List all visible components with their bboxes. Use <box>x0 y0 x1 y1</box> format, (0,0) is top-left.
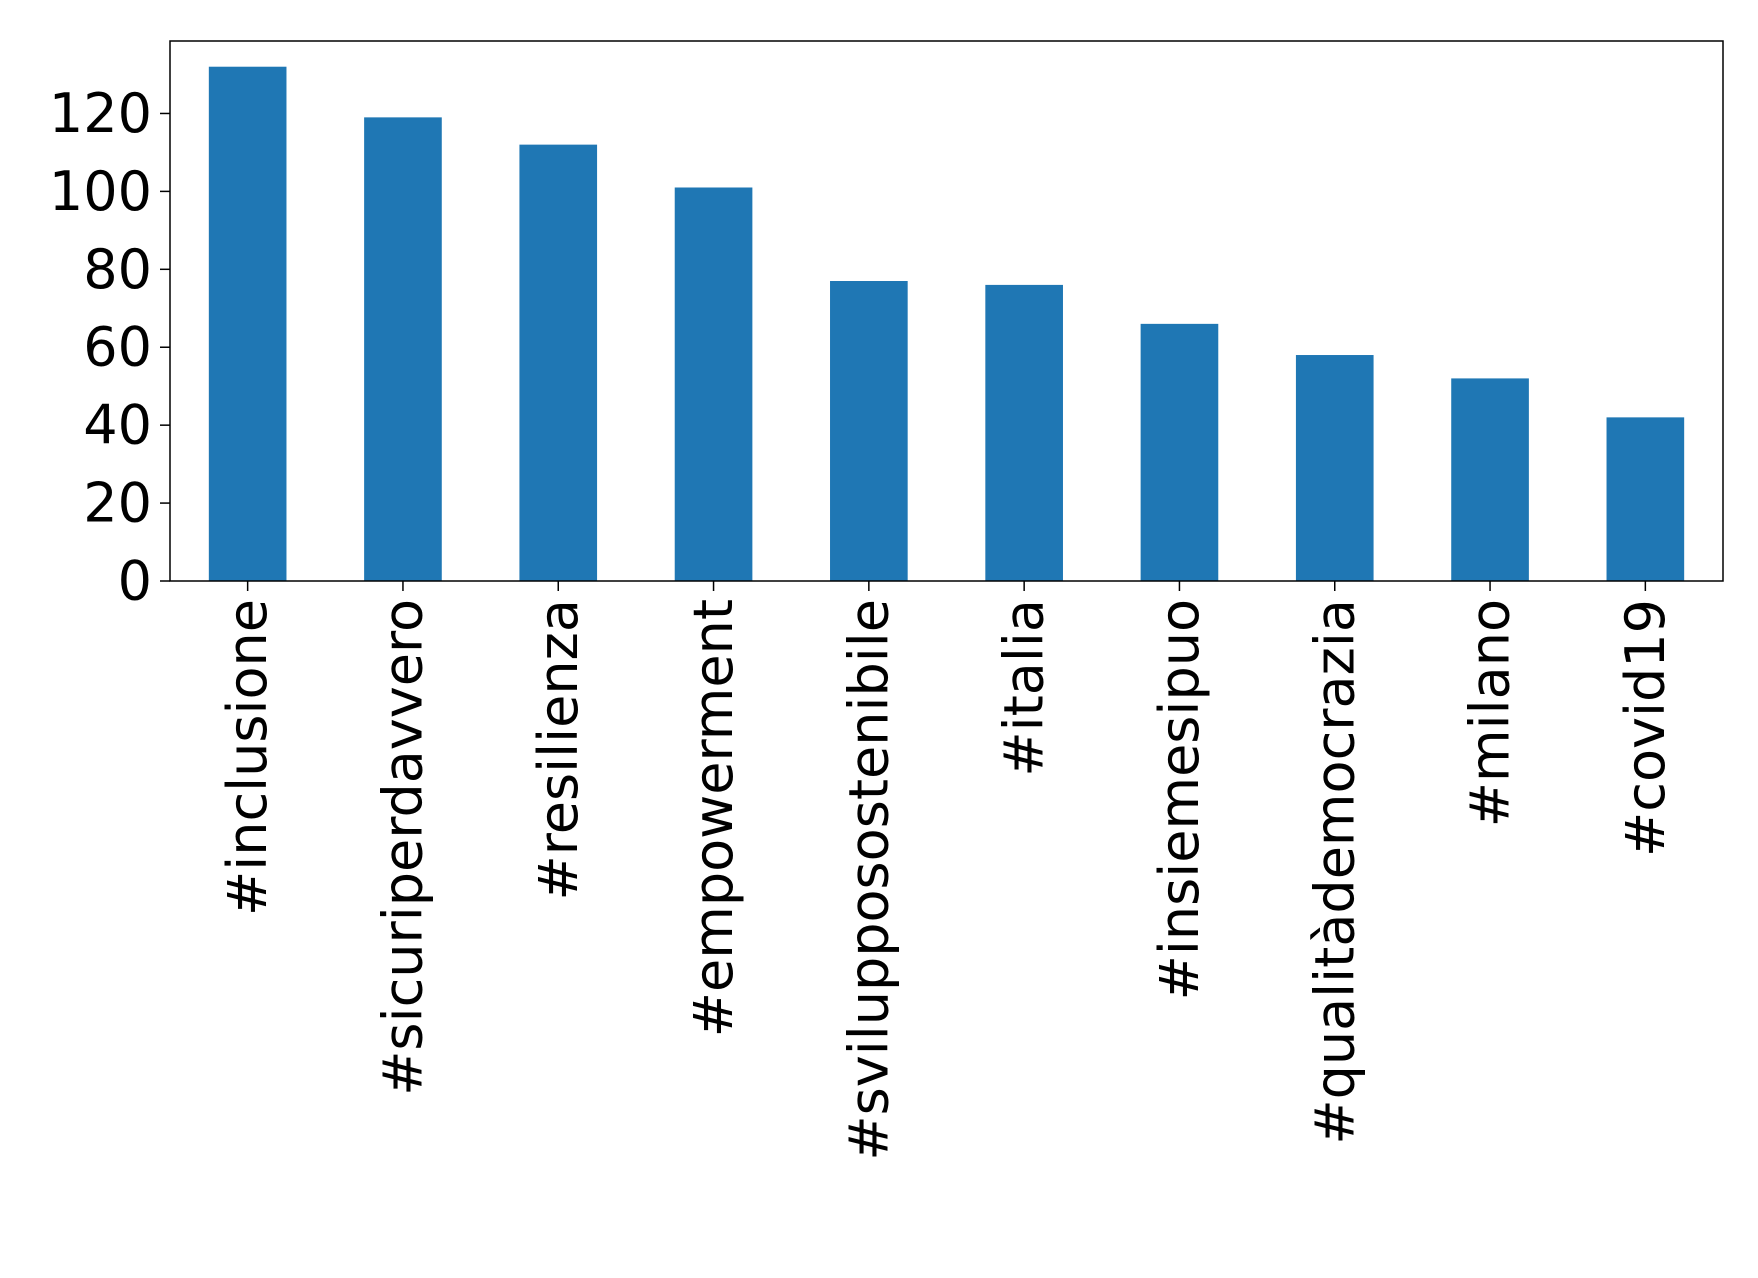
x-category-label: #resilienza <box>527 599 590 901</box>
y-axis: 0 20 40 60 80 100 120 <box>49 82 170 613</box>
bar-milano <box>1451 378 1529 581</box>
bar-empowerment <box>674 187 753 581</box>
bar-inclusione <box>208 66 287 581</box>
y-tick-label: 60 <box>83 316 152 379</box>
bar-sicuriperdavvero <box>364 117 442 581</box>
x-category-label: #italia <box>993 599 1056 777</box>
x-category-label: #inclusione <box>216 599 279 916</box>
x-category-label: #sicuriperdavvero <box>371 599 434 1096</box>
x-axis: #inclusione #sicuriperdavvero #resilienza #… <box>216 581 1677 1161</box>
x-category-label: #svilupposostenibile <box>837 599 900 1161</box>
plot-frame <box>169 40 1724 582</box>
bar-qualitàdemocrazia <box>1295 355 1374 581</box>
bar-insiemesipuo <box>1140 323 1219 581</box>
bar-resilienza <box>519 144 598 582</box>
y-tick-label: 20 <box>83 472 152 535</box>
y-tick-label: 80 <box>83 238 152 301</box>
bar-svilupposostenibile <box>830 281 908 581</box>
x-category-label: #empowerment <box>682 599 745 1037</box>
x-category-label: #insiemesipuo <box>1148 599 1211 1000</box>
x-category-label: #qualitàdemocrazia <box>1303 599 1366 1145</box>
y-tick-label: 120 <box>49 82 152 145</box>
bar-covid19 <box>1606 417 1685 581</box>
x-category-label: #milano <box>1459 599 1522 827</box>
x-category-label: #covid19 <box>1614 599 1677 857</box>
y-tick-label: 0 <box>118 550 152 613</box>
bars-group <box>208 66 1685 582</box>
bar-italia <box>985 284 1063 581</box>
y-tick-label: 40 <box>83 394 152 457</box>
y-tick-label: 100 <box>49 160 152 223</box>
